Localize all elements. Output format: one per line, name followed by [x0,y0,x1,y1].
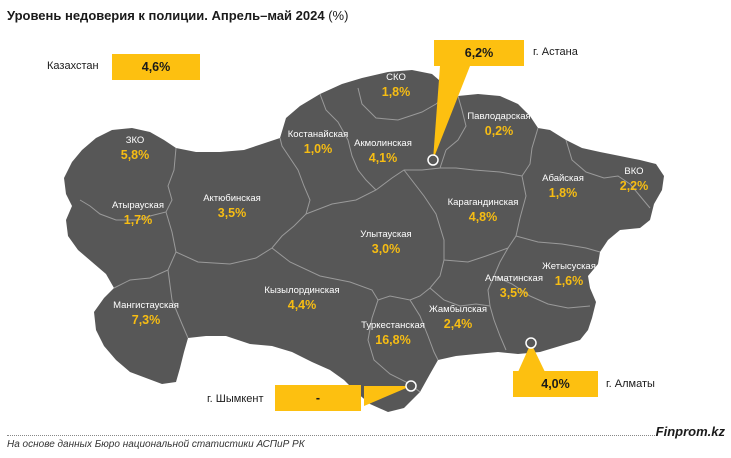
almaty-label: г. Алматы [606,378,655,390]
country-outline [64,70,664,412]
almaty-marker[interactable] [525,337,537,349]
shymkent-leader [364,386,411,406]
title-unit: (%) [328,8,349,23]
region-borders [79,87,651,393]
astana-marker[interactable] [427,154,439,166]
shymkent-marker[interactable] [405,380,417,392]
source-note: На основе данных Бюро национальной стати… [7,439,305,450]
country-label: Казахстан [47,60,99,72]
almaty-leader [518,343,545,372]
almaty-value: 4,0% [513,371,598,397]
astana-leader [433,66,470,160]
shymkent-label: г. Шымкент [207,393,264,405]
shymkent-value: - [275,385,361,411]
footer-divider [7,435,657,436]
country-value: 4,6% [112,54,200,80]
astana-label: г. Астана [533,46,578,58]
brand-logo: Finprom.kz [655,424,725,439]
astana-value: 6,2% [434,40,524,66]
chart-title: Уровень недоверия к полиции. Апрель–май … [7,8,348,23]
title-main: Уровень недоверия к полиции. Апрель–май … [7,8,325,23]
